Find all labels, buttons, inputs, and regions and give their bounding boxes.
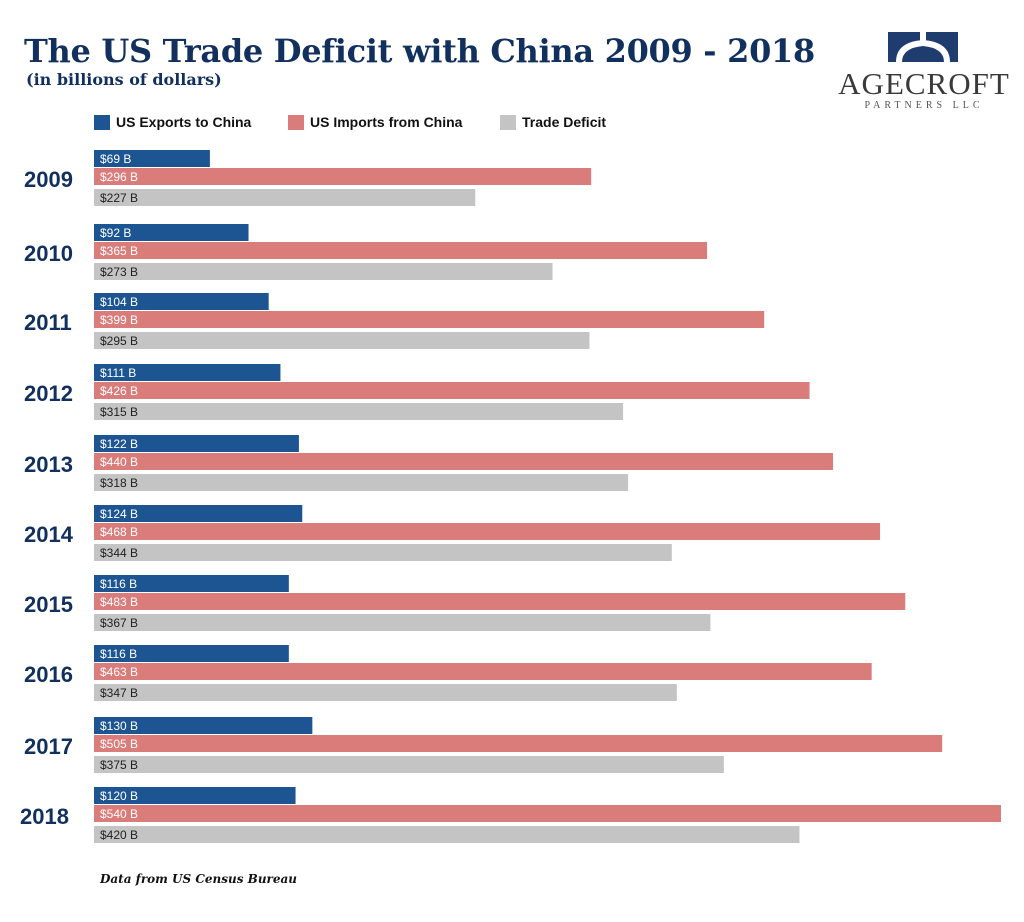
data-label-exports-2014: $124 B <box>100 507 138 521</box>
logo-name: AGECROFT <box>838 66 1010 101</box>
bar-deficit-2016 <box>94 684 677 701</box>
year-label-2013: 2013 <box>24 452 73 477</box>
year-label-2016: 2016 <box>24 662 73 687</box>
data-label-deficit-2016: $347 B <box>100 686 138 700</box>
data-label-imports-2009: $296 B <box>100 170 138 184</box>
legend-swatch-imports <box>288 115 304 130</box>
bar-exports-2018 <box>94 787 296 804</box>
data-label-exports-2015: $116 B <box>100 577 137 591</box>
bar-exports-2014 <box>94 505 303 522</box>
bar-imports-2009 <box>94 168 592 185</box>
bar-deficit-2018 <box>94 826 800 843</box>
bar-imports-2016 <box>94 663 872 680</box>
bar-exports-2010 <box>94 224 249 241</box>
bar-exports-2017 <box>94 717 313 734</box>
data-label-imports-2013: $440 B <box>100 455 138 469</box>
data-source-note: Data from US Census Bureau <box>100 872 297 886</box>
year-label-2018: 2018 <box>20 804 69 829</box>
data-label-exports-2012: $111 B <box>100 366 136 380</box>
data-label-deficit-2014: $344 B <box>100 546 138 560</box>
bar-imports-2015 <box>94 593 906 610</box>
data-label-exports-2018: $120 B <box>100 789 138 803</box>
bar-exports-2016 <box>94 645 289 662</box>
legend-swatch-deficit <box>500 115 516 130</box>
bar-imports-2012 <box>94 382 810 399</box>
data-label-deficit-2012: $315 B <box>100 405 138 419</box>
data-label-deficit-2010: $273 B <box>100 265 138 279</box>
data-label-exports-2009: $69 B <box>100 152 131 166</box>
year-label-2009: 2009 <box>24 167 73 192</box>
data-label-imports-2011: $399 B <box>100 313 138 327</box>
bar-exports-2012 <box>94 364 281 381</box>
year-label-2012: 2012 <box>24 381 73 406</box>
data-label-deficit-2015: $367 B <box>100 616 138 630</box>
data-label-exports-2011: $104 B <box>100 295 138 309</box>
data-label-imports-2014: $468 B <box>100 525 138 539</box>
bar-imports-2013 <box>94 453 834 470</box>
bar-imports-2011 <box>94 311 765 328</box>
bar-deficit-2013 <box>94 474 629 491</box>
year-label-2017: 2017 <box>24 734 73 759</box>
logo-subtitle: PARTNERS LLC <box>864 100 984 111</box>
legend-label-deficit: Trade Deficit <box>522 114 607 130</box>
data-label-imports-2010: $365 B <box>100 244 138 258</box>
year-label-2014: 2014 <box>24 522 74 547</box>
legend-label-exports: US Exports to China <box>116 114 252 130</box>
year-label-2011: 2011 <box>24 310 72 335</box>
chart-subtitle: (in billions of dollars) <box>26 70 222 89</box>
data-label-imports-2012: $426 B <box>100 384 138 398</box>
data-label-exports-2016: $116 B <box>100 647 137 661</box>
data-label-deficit-2009: $227 B <box>100 191 138 205</box>
bar-imports-2014 <box>94 523 881 540</box>
data-label-imports-2015: $483 B <box>100 595 138 609</box>
year-label-2015: 2015 <box>24 592 73 617</box>
data-label-imports-2016: $463 B <box>100 665 138 679</box>
data-label-imports-2017: $505 B <box>100 737 138 751</box>
arch-logo-icon <box>888 32 958 62</box>
data-label-exports-2010: $92 B <box>100 226 131 240</box>
bar-imports-2018 <box>94 805 1001 822</box>
legend-swatch-exports <box>94 115 110 130</box>
legend-label-imports: US Imports from China <box>310 114 463 130</box>
bar-imports-2010 <box>94 242 708 259</box>
bar-deficit-2009 <box>94 189 476 206</box>
bar-exports-2013 <box>94 435 299 452</box>
bar-deficit-2012 <box>94 403 624 420</box>
data-label-exports-2017: $130 B <box>100 719 138 733</box>
bar-imports-2017 <box>94 735 943 752</box>
bar-deficit-2015 <box>94 614 711 631</box>
data-label-deficit-2018: $420 B <box>100 828 138 842</box>
bar-exports-2009 <box>94 150 210 167</box>
year-label-2010: 2010 <box>24 241 73 266</box>
bar-deficit-2010 <box>94 263 553 280</box>
data-label-deficit-2017: $375 B <box>100 758 138 772</box>
bar-deficit-2017 <box>94 756 724 773</box>
data-label-exports-2013: $122 B <box>100 437 138 451</box>
chart-title: The US Trade Deficit with China 2009 - 2… <box>24 32 815 70</box>
bar-exports-2011 <box>94 293 269 310</box>
bar-exports-2015 <box>94 575 289 592</box>
data-label-deficit-2013: $318 B <box>100 476 138 490</box>
data-label-imports-2018: $540 B <box>100 807 138 821</box>
data-label-deficit-2011: $295 B <box>100 334 138 348</box>
agecroft-logo: AGECROFT PARTNERS LLC <box>836 30 1012 111</box>
bar-deficit-2014 <box>94 544 672 561</box>
bar-deficit-2011 <box>94 332 590 349</box>
